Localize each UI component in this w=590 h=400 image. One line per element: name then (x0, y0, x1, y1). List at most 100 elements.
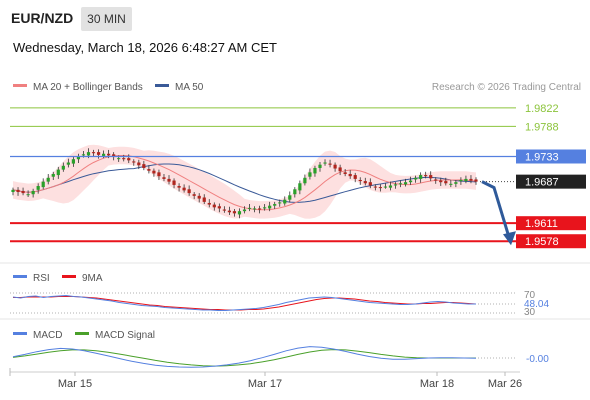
candle-body (101, 153, 106, 156)
candle-body (86, 152, 91, 156)
candle-body (414, 177, 418, 180)
forecast-arrow-line (481, 180, 511, 238)
candle-body (71, 159, 75, 164)
candle-body (408, 180, 413, 183)
candle-body (293, 189, 297, 195)
time-axis-labels: Mar 15 Mar 17 Mar 18 Mar 26 (9, 368, 522, 390)
resistance-1-label: 1.9788 (525, 121, 559, 133)
candle-body (112, 154, 116, 158)
candle-body (268, 205, 272, 209)
forecast-arrow (481, 180, 516, 246)
rsi-legend-swatch (13, 275, 27, 278)
candle-body (308, 172, 312, 177)
candle-body (177, 186, 181, 188)
candle-body (318, 164, 322, 168)
candle-body (252, 208, 257, 210)
candle-body (172, 180, 176, 185)
rsi-level-30: 30 (524, 307, 536, 318)
candle-body (449, 183, 453, 185)
level-lines: 1.9822 1.9788 1.9733 1.9687 1.9611 1.9578 (10, 103, 586, 249)
candle-body (16, 189, 20, 193)
candle-body (348, 173, 352, 177)
candle-body (51, 173, 55, 177)
ma50-legend-swatch (155, 84, 169, 87)
forecast-arrow-head (503, 231, 516, 246)
macd-signal-legend-swatch (75, 332, 89, 335)
support-1-label: 1.9611 (525, 218, 558, 230)
time-tick-label: Mar 18 (420, 378, 454, 390)
candle-body (323, 162, 327, 164)
rsi-pane (10, 292, 516, 314)
pivot-label-box (516, 149, 586, 164)
candle-body (373, 186, 377, 188)
macd-signal-line (12, 349, 476, 367)
candle-body (157, 172, 161, 177)
macd-legend-label: MACD (33, 330, 62, 341)
macd-signal-legend-label: MACD Signal (95, 330, 155, 341)
candle-body (343, 172, 347, 174)
candle-body (21, 190, 25, 194)
candle-body (182, 187, 186, 191)
ma20-legend-label: MA 20 + Bollinger Bands (33, 82, 143, 93)
candle-body (388, 185, 393, 188)
candle-body (81, 154, 86, 156)
pivot-label: 1.9733 (525, 151, 559, 163)
candle-body (247, 207, 252, 209)
timeframe-button[interactable]: 30 MIN (81, 7, 132, 31)
datetime-label: Wednesday, March 18, 2026 6:48:27 AM CET (13, 40, 277, 55)
candle-body (117, 158, 121, 160)
candle-body (217, 206, 221, 209)
candle-body (41, 181, 45, 188)
candle-body (187, 189, 191, 194)
candle-body (137, 162, 141, 166)
support-2-label: 1.9578 (525, 236, 559, 248)
candle-body (26, 194, 30, 196)
candle-body (31, 190, 35, 195)
rsi-ma-legend-label: 9MA (82, 273, 103, 284)
candle-body (122, 158, 126, 160)
candle-body (298, 183, 302, 191)
candle-body (353, 175, 357, 179)
rsi-legend-label: RSI (33, 273, 50, 284)
support-1-label-box (516, 216, 586, 231)
bollinger-band (13, 144, 476, 219)
candle-body (127, 158, 131, 161)
candle-body (152, 170, 156, 174)
candle-body (283, 199, 287, 204)
candle-body (162, 177, 166, 179)
candle-body (11, 189, 15, 193)
candle-body (242, 209, 247, 212)
rsi-line (12, 294, 476, 311)
candle-body (36, 186, 40, 190)
candle-body (469, 178, 473, 181)
candle-body (474, 179, 478, 182)
time-tick-label: Mar 26 (488, 378, 522, 390)
candle-body (202, 197, 206, 202)
resistance-2-label: 1.9822 (525, 103, 559, 115)
candle-body (61, 165, 65, 170)
rsi-ma-legend-swatch (62, 275, 76, 278)
time-tick-label: Mar 15 (58, 378, 92, 390)
candle-body (454, 182, 458, 184)
candle-body (459, 180, 463, 182)
pair-title: EUR/NZD (11, 10, 74, 26)
candle-body (147, 169, 151, 171)
candle-body (288, 195, 292, 200)
macd-value: -0.00 (526, 354, 549, 365)
candle-body (263, 207, 267, 209)
candle-body (167, 178, 171, 182)
copyright-label: Research © 2026 Trading Central (432, 82, 581, 93)
candle-body (132, 161, 136, 163)
candle-body (76, 156, 81, 160)
candle-body (107, 153, 111, 156)
candle-body (434, 179, 438, 181)
time-tick-label: Mar 17 (248, 378, 282, 390)
candle-body (212, 204, 216, 208)
candle-body (378, 187, 382, 189)
current-label-box (516, 174, 586, 189)
candle-body (464, 178, 468, 182)
candle-body (56, 169, 60, 176)
macd-legend-swatch (13, 332, 27, 335)
candle-body (328, 163, 332, 165)
